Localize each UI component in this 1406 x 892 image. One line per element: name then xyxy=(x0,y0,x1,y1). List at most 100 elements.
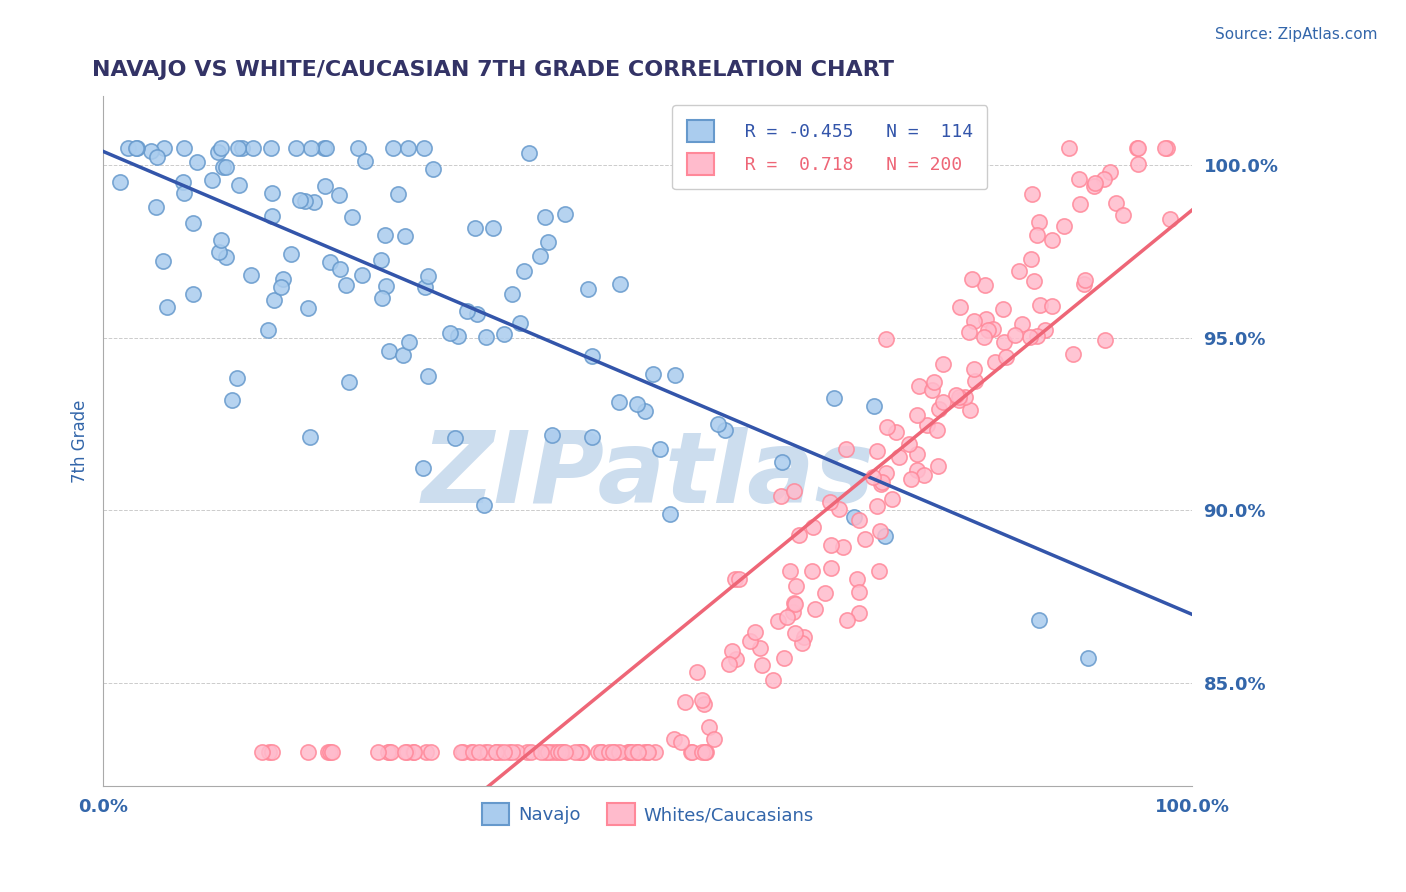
Point xyxy=(319,255,342,269)
Point xyxy=(374,278,396,293)
Point xyxy=(949,300,972,314)
Point xyxy=(381,141,404,155)
Point xyxy=(581,349,603,363)
Point xyxy=(787,528,810,542)
Point xyxy=(828,501,851,516)
Point xyxy=(591,745,613,759)
Point xyxy=(260,141,283,155)
Point xyxy=(648,442,671,456)
Point xyxy=(695,745,717,759)
Point xyxy=(297,745,319,759)
Point xyxy=(782,605,804,619)
Point xyxy=(869,524,891,538)
Point xyxy=(260,745,283,759)
Point xyxy=(530,745,553,759)
Point xyxy=(866,443,889,458)
Point xyxy=(868,564,890,578)
Point xyxy=(544,745,567,759)
Point xyxy=(977,323,1000,337)
Point xyxy=(991,301,1014,316)
Point xyxy=(1084,176,1107,190)
Point xyxy=(627,745,650,759)
Point xyxy=(321,745,343,759)
Point xyxy=(568,745,591,759)
Point xyxy=(208,245,231,260)
Point xyxy=(447,329,470,343)
Point xyxy=(637,745,659,759)
Point xyxy=(801,519,824,533)
Point xyxy=(221,392,243,407)
Point xyxy=(513,263,536,277)
Point xyxy=(474,745,496,759)
Point xyxy=(534,210,557,224)
Point xyxy=(921,384,943,398)
Point xyxy=(231,141,253,155)
Point xyxy=(1059,141,1081,155)
Point xyxy=(537,745,560,759)
Point xyxy=(1111,208,1133,222)
Text: NAVAJO VS WHITE/CAUCASIAN 7TH GRADE CORRELATION CHART: NAVAJO VS WHITE/CAUCASIAN 7TH GRADE CORR… xyxy=(93,60,894,79)
Point xyxy=(498,745,520,759)
Point xyxy=(945,388,967,402)
Point xyxy=(299,430,322,444)
Point xyxy=(297,301,319,316)
Point xyxy=(974,277,997,292)
Point xyxy=(619,745,641,759)
Point xyxy=(790,636,813,650)
Point xyxy=(314,179,336,194)
Point xyxy=(1040,299,1063,313)
Point xyxy=(395,745,418,759)
Point xyxy=(724,652,747,666)
Point xyxy=(718,657,741,671)
Point xyxy=(467,745,489,759)
Point xyxy=(908,378,931,392)
Point xyxy=(912,467,935,482)
Point xyxy=(607,395,630,409)
Point xyxy=(626,745,648,759)
Point xyxy=(1153,141,1175,155)
Point xyxy=(748,640,770,655)
Point xyxy=(865,500,887,514)
Point xyxy=(337,375,360,389)
Point xyxy=(173,141,195,155)
Point xyxy=(451,745,474,759)
Point xyxy=(422,161,444,176)
Point xyxy=(1099,165,1122,179)
Point xyxy=(959,402,981,417)
Point xyxy=(145,150,167,164)
Point xyxy=(963,361,986,376)
Point xyxy=(928,401,950,416)
Point xyxy=(517,145,540,160)
Point xyxy=(965,374,987,388)
Point xyxy=(927,424,949,438)
Point xyxy=(1028,298,1050,312)
Point xyxy=(564,745,586,759)
Point xyxy=(728,573,751,587)
Point xyxy=(1126,141,1149,155)
Point xyxy=(207,145,229,160)
Point xyxy=(280,246,302,260)
Point xyxy=(215,160,238,174)
Point xyxy=(380,745,402,759)
Point xyxy=(1092,171,1115,186)
Point xyxy=(818,495,841,509)
Point xyxy=(848,607,870,621)
Point xyxy=(242,141,264,155)
Point xyxy=(905,447,928,461)
Point xyxy=(837,613,859,627)
Point xyxy=(1028,613,1050,627)
Point xyxy=(117,141,139,155)
Point xyxy=(870,477,893,491)
Point xyxy=(820,561,842,575)
Point xyxy=(905,409,928,423)
Point xyxy=(617,745,640,759)
Point xyxy=(876,419,898,434)
Point xyxy=(620,745,643,759)
Point xyxy=(846,572,869,586)
Point xyxy=(354,153,377,168)
Point xyxy=(887,450,910,465)
Point xyxy=(804,602,827,616)
Point xyxy=(1024,274,1046,288)
Point xyxy=(485,745,508,759)
Point xyxy=(394,229,416,244)
